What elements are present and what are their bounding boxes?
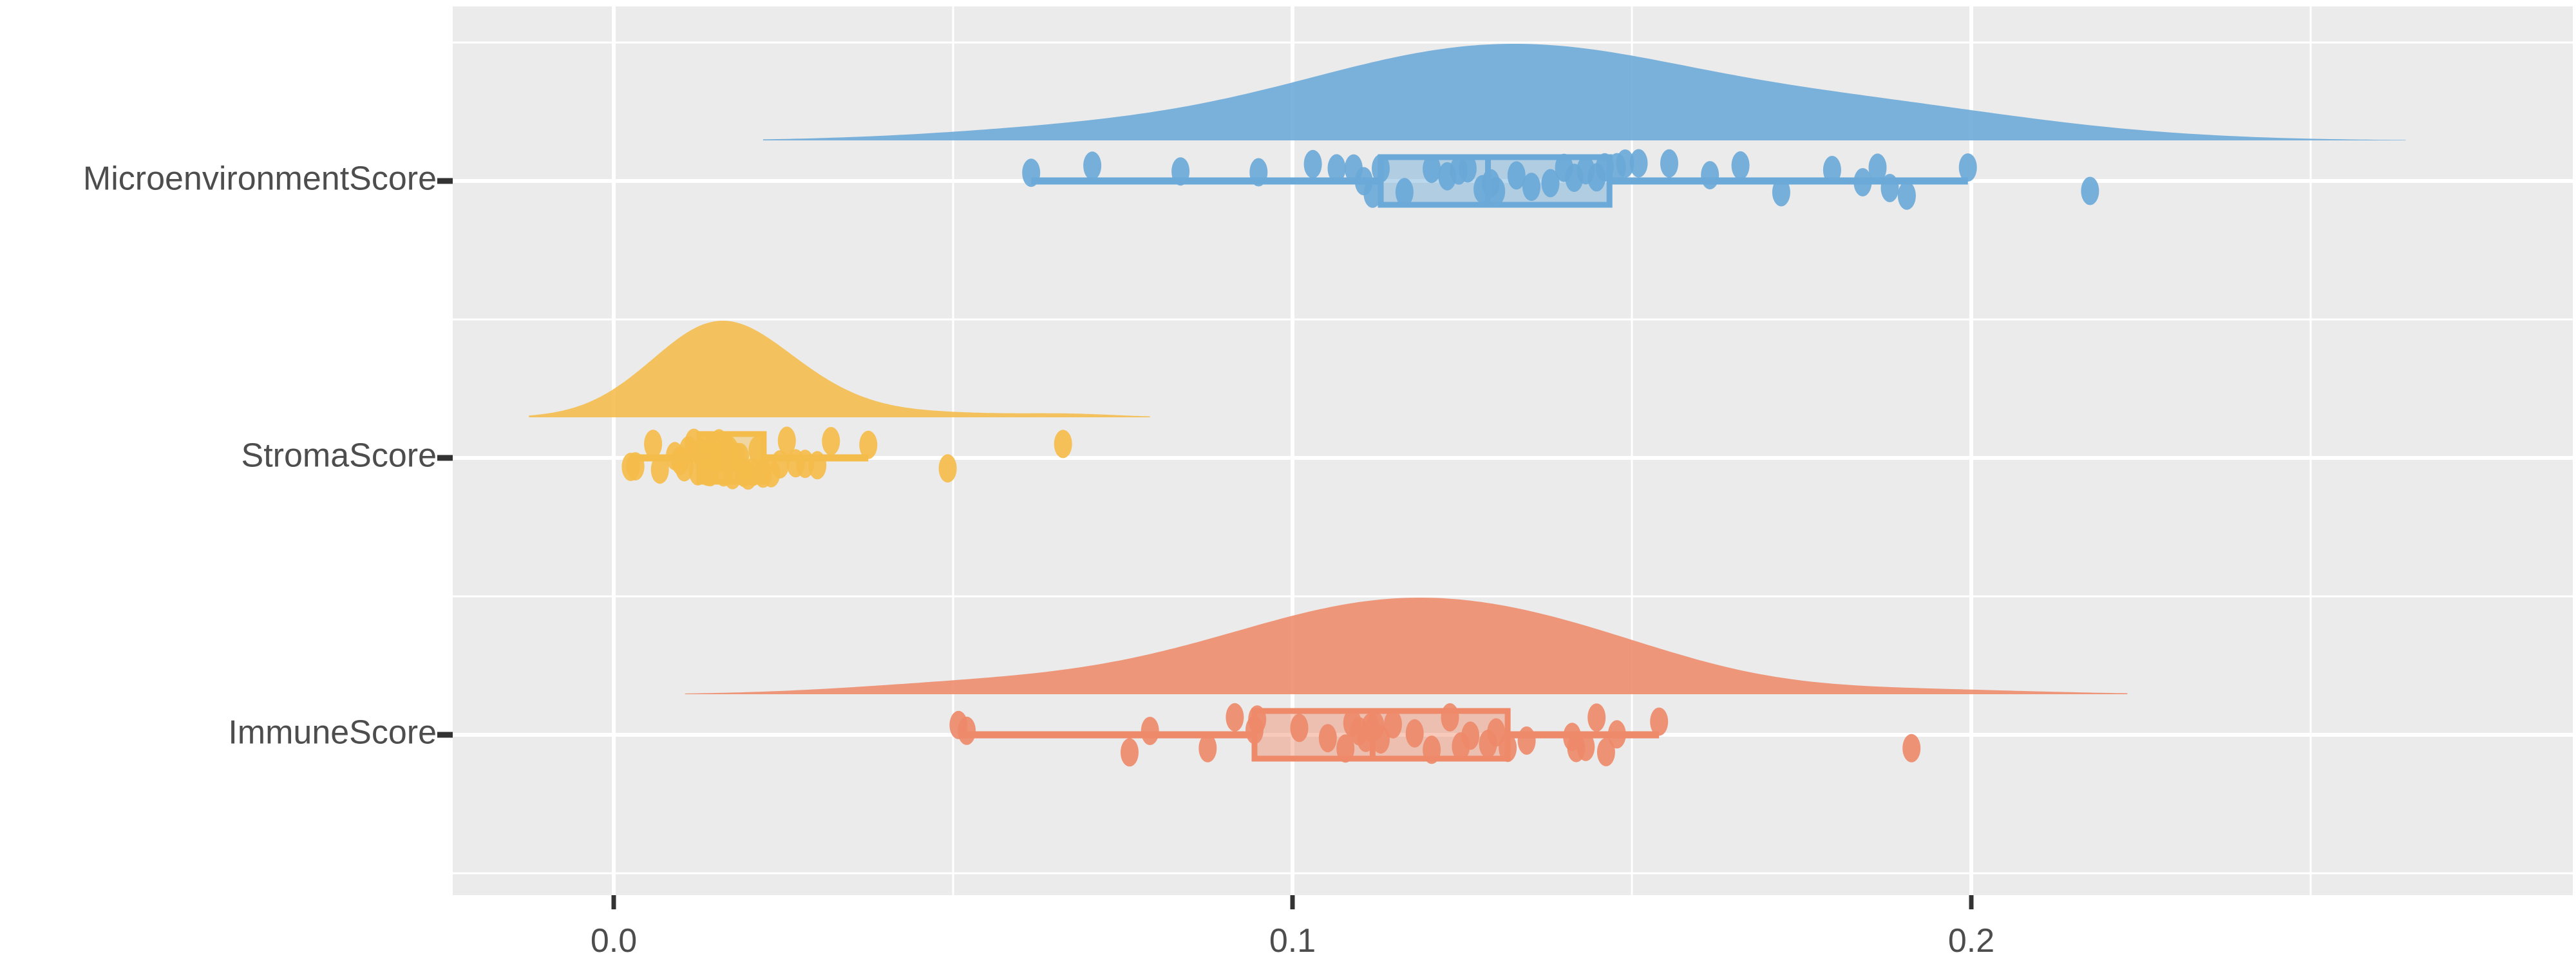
data-point: [1616, 149, 1634, 178]
boxplot-stromascore: [630, 431, 869, 485]
data-point: [1372, 725, 1390, 754]
x-tick-label-2: 0.2: [1948, 922, 1994, 960]
data-point: [1650, 707, 1669, 736]
x-tick-label-1: 0.1: [1269, 922, 1316, 960]
data-point: [2081, 176, 2099, 205]
data-point: [1517, 726, 1536, 755]
data-point: [938, 454, 957, 483]
data-point: [1423, 155, 1441, 184]
data-point: [1587, 703, 1606, 732]
y-tick-label-stromascore: StromaScore: [242, 437, 437, 475]
data-point: [1507, 161, 1526, 190]
points-microenvironmentscore: [1022, 149, 2099, 210]
data-point: [1660, 149, 1678, 178]
data-point: [1405, 719, 1424, 748]
y-tick-label-immunescore: ImmuneScore: [228, 714, 437, 752]
data-point: [1487, 177, 1506, 205]
data-point: [1318, 724, 1337, 753]
box: [696, 431, 767, 485]
density-curve-stromascore: [529, 321, 1150, 417]
data-point: [644, 430, 663, 459]
data-point: [1327, 154, 1346, 183]
data-point: [1958, 153, 1977, 182]
data-point: [1772, 178, 1790, 207]
data-point: [1731, 151, 1750, 180]
data-point: [1461, 721, 1480, 750]
data-point: [1141, 717, 1159, 745]
density-curves: [529, 44, 2406, 694]
data-point: [1121, 738, 1139, 767]
data-point: [1701, 161, 1719, 190]
density-curve-microenvironmentscore: [762, 44, 2406, 140]
box: [1251, 708, 1511, 762]
x-tick-label-0: 0.0: [591, 922, 637, 960]
data-point: [650, 455, 669, 484]
data-point: [1054, 430, 1072, 459]
data-point: [1541, 169, 1560, 198]
axis-ticks: [437, 178, 1974, 909]
data-point: [1363, 179, 1382, 208]
data-point: [1629, 149, 1648, 178]
data-point: [1395, 178, 1414, 207]
data-point: [1290, 714, 1309, 743]
data-point: [1303, 149, 1322, 178]
boxplot-microenvironmentscore: [1031, 154, 1968, 208]
data-point: [822, 427, 840, 455]
y-axis-labels: MicroenvironmentScore StromaScore Immune…: [83, 160, 437, 752]
density-curve-immunescore: [685, 598, 2128, 694]
data-point: [1083, 151, 1102, 180]
boxplot-immunescore: [958, 708, 1660, 762]
data-point: [1577, 732, 1595, 761]
data-point: [1522, 173, 1540, 202]
data-point: [1226, 703, 1244, 732]
data-point: [958, 716, 976, 745]
data-point: [1336, 734, 1355, 763]
data-point: [1897, 181, 1916, 210]
data-point: [1198, 734, 1217, 762]
data-point: [1902, 734, 1921, 762]
box-plots: [630, 154, 1968, 762]
x-axis-labels: 0.0 0.1 0.2: [591, 922, 1994, 960]
y-tick-label-microenvironmentscore: MicroenvironmentScore: [83, 160, 437, 198]
data-point: [859, 430, 878, 459]
data-point: [1458, 154, 1477, 183]
data-point: [777, 426, 796, 455]
box: [1378, 154, 1613, 208]
data-point: [1868, 153, 1887, 182]
data-point: [1596, 737, 1615, 766]
data-point: [1384, 710, 1402, 739]
data-point: [1823, 156, 1841, 184]
